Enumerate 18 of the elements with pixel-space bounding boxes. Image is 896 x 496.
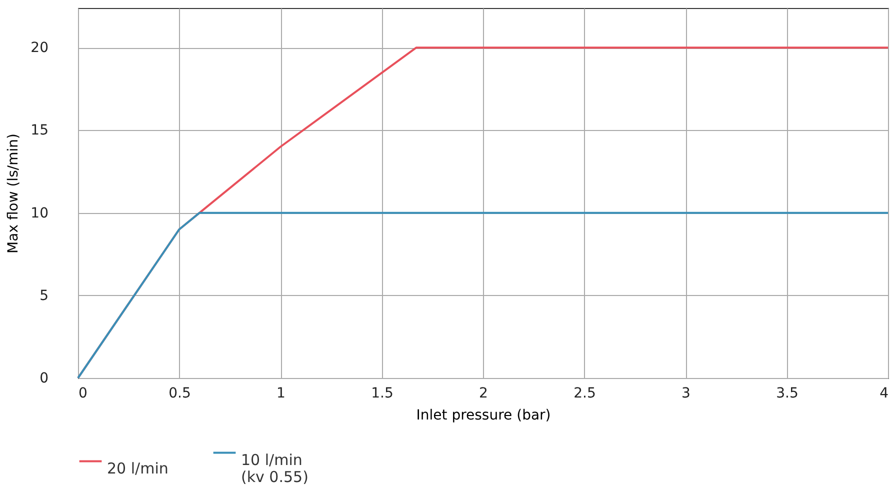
x-tick-label: 3 bbox=[682, 386, 690, 402]
x-tick-label: 2 bbox=[479, 386, 488, 402]
x-tick-label: 2.5 bbox=[574, 386, 596, 402]
y-tick-label: 0 bbox=[40, 370, 48, 386]
y-tick-label: 20 bbox=[30, 40, 48, 56]
legend-label: 20 l/min bbox=[107, 459, 168, 478]
x-tick-label: 1.5 bbox=[371, 386, 394, 402]
legend-label: 10 l/min (kv 0.55) bbox=[241, 450, 308, 486]
y-axis-title: Max flow (ls/min) bbox=[6, 134, 22, 254]
y-tick-label: 10 bbox=[30, 205, 48, 222]
x-tick-label: 0.5 bbox=[168, 386, 191, 402]
y-tick-label: 15 bbox=[30, 122, 48, 139]
x-tick-label: 1 bbox=[276, 386, 286, 402]
x-axis-title: Inlet pressure (bar) bbox=[416, 408, 551, 424]
x-tick-label: 4 bbox=[880, 386, 889, 402]
x-tick-label: 0 bbox=[78, 386, 88, 402]
x-tick-label: 3.5 bbox=[776, 386, 798, 402]
y-tick-label: 5 bbox=[40, 288, 48, 304]
